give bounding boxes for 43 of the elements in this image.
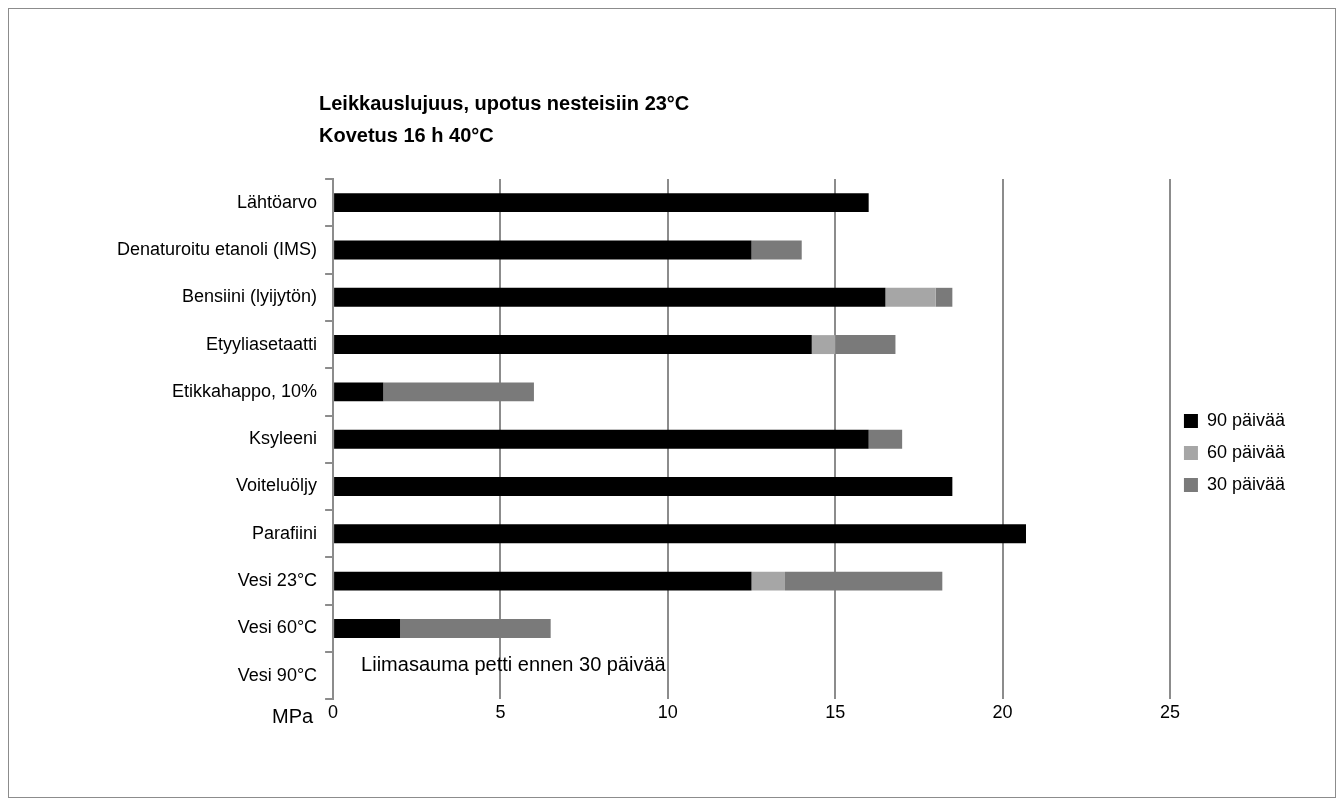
y-tick-label: Vesi 23°C: [237, 570, 318, 591]
bar: [835, 335, 896, 355]
bar: [784, 571, 943, 591]
bar: [811, 335, 836, 355]
legend-label: 90 päivää: [1206, 409, 1286, 430]
legend-label: 60 päivää: [1206, 441, 1286, 462]
bar: [751, 240, 802, 260]
y-tick-label: Ksyleeni: [249, 428, 318, 449]
x-tick-label: 0: [328, 702, 339, 723]
bar: [334, 571, 752, 591]
bar: [334, 193, 869, 213]
bar: [334, 287, 886, 307]
x-axis-title: MPa: [271, 704, 314, 727]
y-tick-label: Denaturoitu etanoli (IMS): [117, 238, 318, 259]
bar: [334, 335, 812, 355]
bar: [383, 382, 534, 402]
annotation: Liimasauma petti ennen 30 päivää: [361, 653, 667, 676]
x-tick-label: 5: [495, 702, 506, 723]
y-tick-label: Vesi 90°C: [237, 664, 318, 685]
y-tick-label: Parafiini: [252, 522, 318, 543]
bar: [400, 618, 551, 638]
y-tick-label: Etyyliasetaatti: [206, 333, 318, 354]
bar: [334, 240, 752, 260]
bar: [868, 429, 903, 449]
y-tick-label: Lähtöarvo: [237, 191, 318, 212]
chart-title: Leikkauslujuus, upotus nesteisiin 23°C Kovetus 16 h 40°C: [319, 91, 690, 146]
bar: [751, 571, 785, 591]
bar: [334, 618, 401, 638]
bar: [334, 524, 1026, 544]
bar: [935, 287, 953, 307]
x-tick-label: 15: [825, 702, 846, 723]
bar: [334, 477, 953, 496]
bar: [885, 287, 936, 307]
y-tick-label: Bensiini (lyijytön): [182, 286, 318, 307]
y-tick-label: Voiteluöljy: [236, 475, 318, 496]
y-tick-label: Etikkahappo, 10%: [171, 380, 318, 401]
x-tick-label: 25: [1159, 702, 1180, 723]
x-tick-label: 20: [992, 702, 1013, 723]
bar: [334, 429, 869, 449]
bar: [334, 382, 384, 402]
y-tick-label: Vesi 60°C: [237, 617, 318, 638]
legend-label: 30 päivää: [1206, 473, 1286, 494]
x-tick-label: 10: [657, 702, 678, 723]
